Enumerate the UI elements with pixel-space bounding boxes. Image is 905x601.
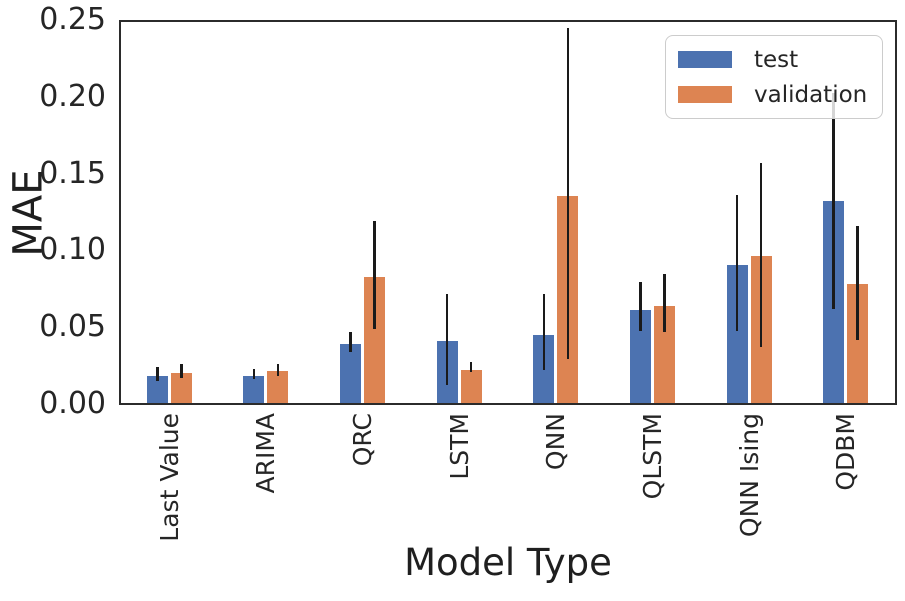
bar-validation [267,371,289,403]
error-bar-test [832,93,835,310]
x-tick-label: QLSTM [637,413,667,500]
x-tick-label: QNN [541,413,571,471]
error-bar-test [445,294,449,386]
bar-validation [653,305,675,403]
y-tick-label: 0.25 [39,2,106,37]
bar-test [629,310,651,403]
legend-swatch-validation [678,86,732,103]
legend-label-test: test [754,46,799,73]
bar-validation [364,276,386,403]
error-bar-validation [759,163,763,348]
error-bar-validation [663,274,666,333]
bar-validation [460,369,482,403]
y-tick-label: 0.00 [39,386,106,421]
error-bar-test [156,367,159,381]
error-bar-test [252,368,256,380]
x-tick-label: QDBM [831,413,861,491]
error-bar-validation [856,225,859,340]
error-bar-validation [469,362,473,372]
bar-test [340,343,362,403]
x-tick-label: LSTM [444,413,474,480]
x-axis-label: Model Type [404,541,612,584]
legend: test validation [665,35,883,119]
x-tick-label: ARIMA [251,413,281,494]
x-tick-label: QRC [348,413,378,467]
y-tick-label: 0.20 [39,78,106,114]
error-bar-test [639,281,642,331]
x-tick-label: Last Value [154,413,184,542]
bar-validation [170,372,192,403]
bar-test [243,375,265,403]
bar-test [146,375,168,403]
x-tick-label: QNN Ising [734,413,764,538]
error-bar-test [542,294,546,371]
error-bar-validation [276,364,280,377]
error-bar-test [735,195,739,331]
error-bar-validation [373,221,376,330]
y-tick-label: 0.10 [39,232,106,268]
y-tick-label: 0.05 [39,309,106,345]
bar-validation [847,284,869,403]
error-bar-test [349,332,352,352]
legend-swatch-test [678,51,732,68]
error-bar-validation [180,364,183,378]
bar-test [726,264,748,403]
error-bar-validation [566,28,570,360]
legend-label-validation: validation [754,81,868,108]
legend-item-test: test [678,47,882,73]
y-axis-label-box: MAE [0,20,58,405]
legend-item-validation: validation [678,82,882,108]
bars-layer [121,22,895,403]
y-tick-label: 0.15 [39,155,106,191]
